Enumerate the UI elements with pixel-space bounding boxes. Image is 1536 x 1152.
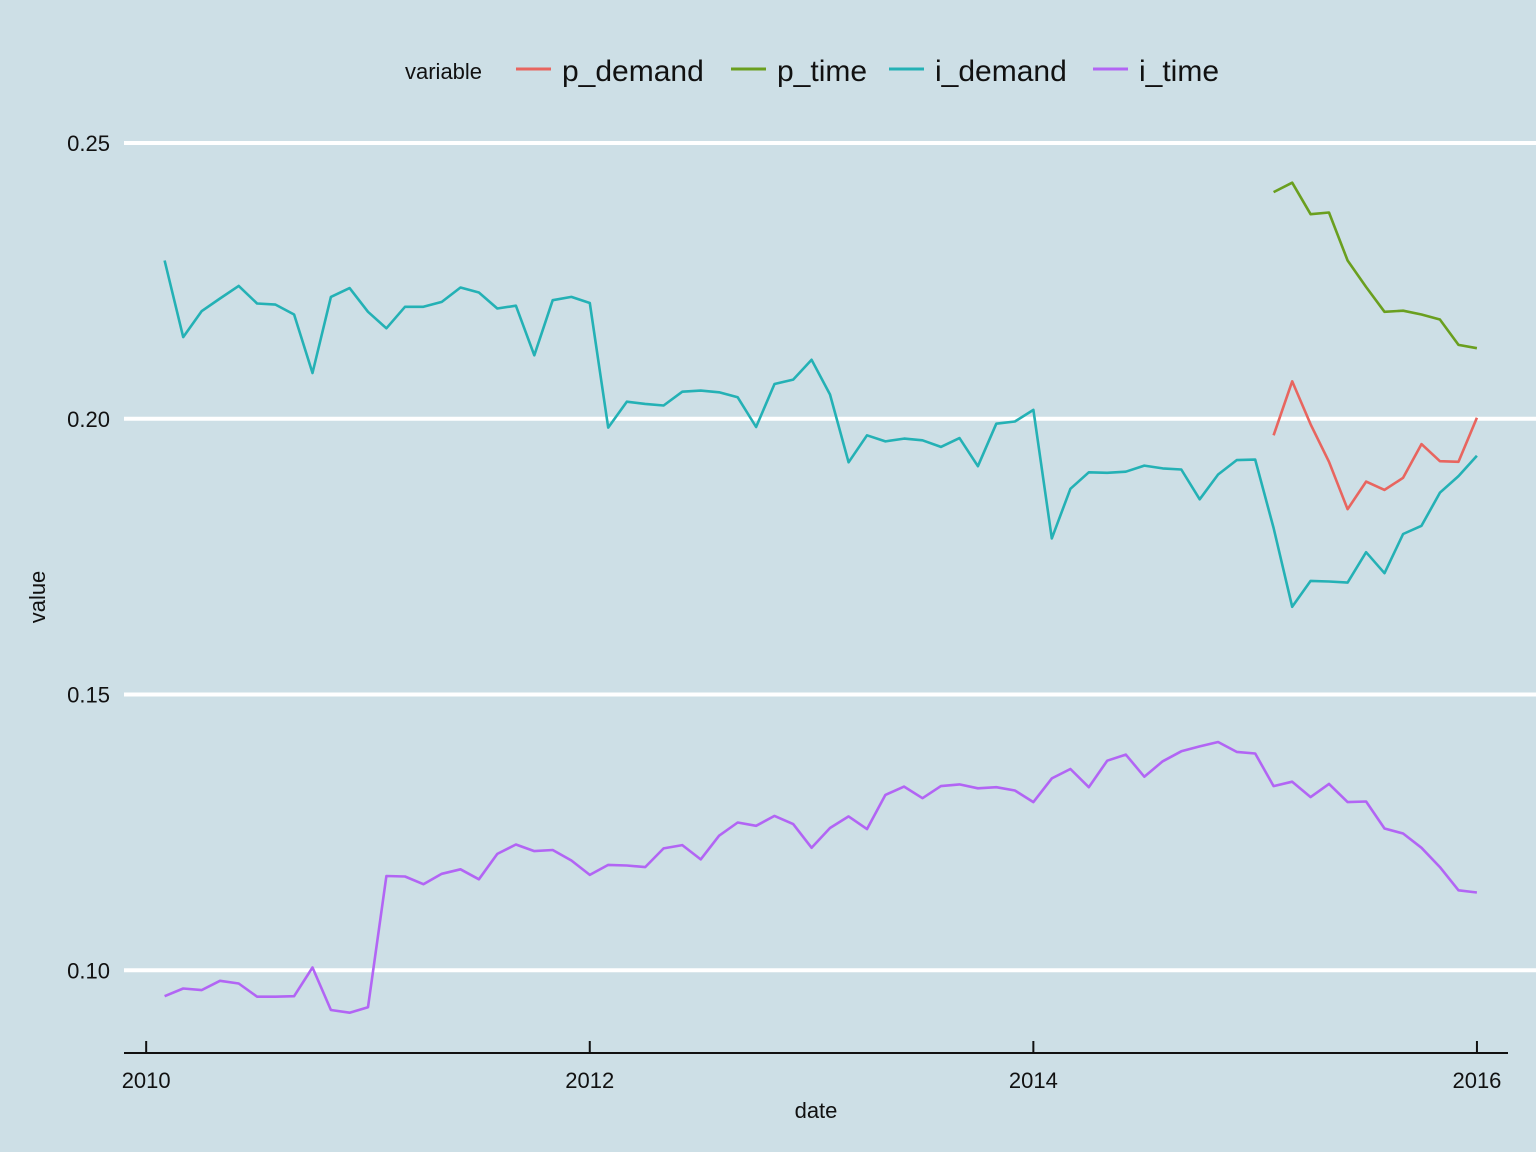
legend-title: variable [405, 59, 482, 84]
x-axis-title: date [795, 1098, 838, 1123]
series-line-p-demand [1272, 379, 1479, 511]
legend-label: p_demand [562, 55, 704, 88]
legend-label: i_time [1139, 55, 1219, 88]
y-tick-label: 0.10 [67, 958, 110, 983]
y-tick-label: 0.15 [67, 683, 110, 708]
x-tick-label: 2014 [1009, 1068, 1058, 1093]
y-tick-label: 0.25 [67, 131, 110, 156]
x-tick-label: 2016 [1452, 1068, 1501, 1093]
y-tick-label: 0.20 [67, 407, 110, 432]
gridlines [124, 141, 1536, 973]
series-line-p-time [1273, 181, 1478, 350]
series-lines [163, 181, 1479, 1015]
axes [124, 1041, 1508, 1054]
series-line-i-demand [163, 260, 1478, 609]
x-tick-label: 2012 [565, 1068, 614, 1093]
series-line-i-time [164, 740, 1478, 1015]
y-axis-title: value [25, 571, 50, 624]
x-tick-labels: 2010 2012 2014 2016 [122, 1068, 1502, 1093]
legend-label: p_time [777, 55, 867, 88]
legend-items: p_demand p_time i_demand i_time [516, 55, 1219, 88]
legend-label: i_demand [935, 55, 1067, 88]
legend: variable p_demand p_time i_demand i_time [405, 55, 1219, 88]
y-tick-labels: 0.10 0.15 0.20 0.25 [67, 131, 110, 983]
x-tick-label: 2010 [122, 1068, 171, 1093]
